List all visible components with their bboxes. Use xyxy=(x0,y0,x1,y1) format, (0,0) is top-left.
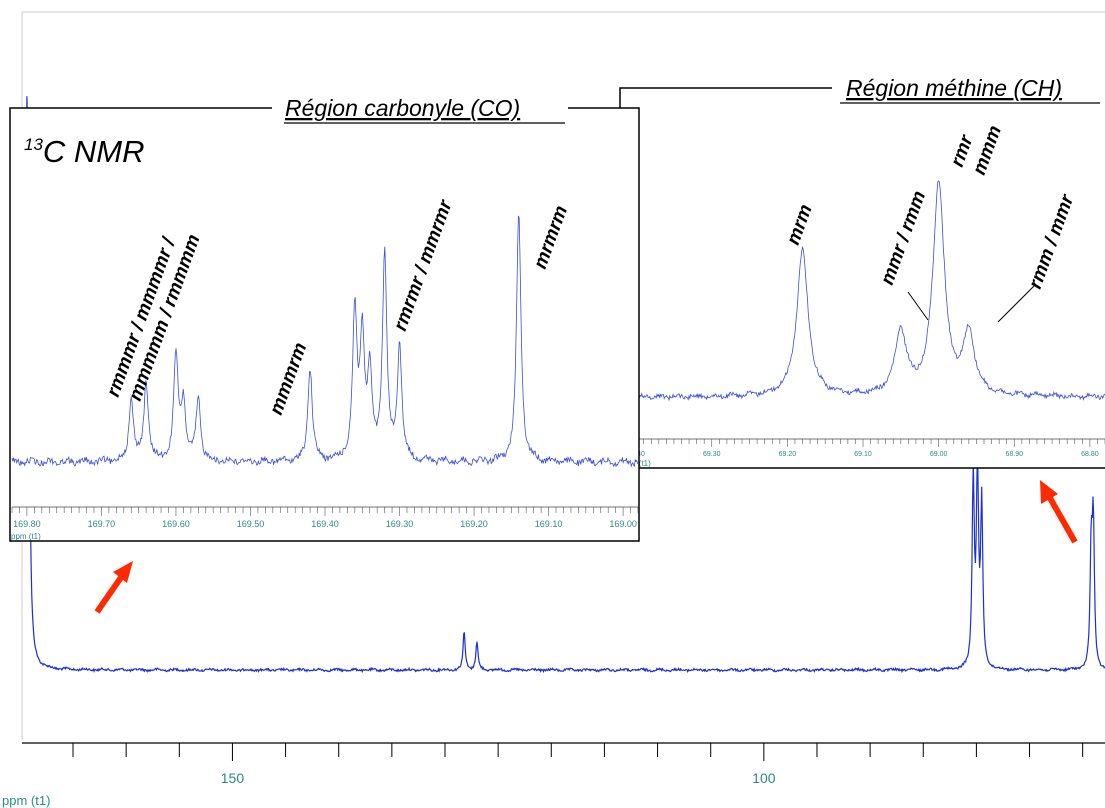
carbonyl-title-bg xyxy=(272,90,568,126)
main-axis-label: ppm (t1) xyxy=(2,793,50,808)
carbonyl-title: Région carbonyle (CO) xyxy=(285,95,520,121)
leader-rmm-mmr xyxy=(997,285,1035,323)
arrow-to-methine xyxy=(1040,480,1078,544)
carbonyl-axis-label: ppm (t1) xyxy=(11,532,41,541)
carbonyl-inset: Région carbonyle (CO) 13C NMR 169.80 169.… xyxy=(9,90,640,542)
methine-spectrum xyxy=(620,180,1105,402)
main-x-axis: 150 100 xyxy=(22,742,1105,786)
carbonyl-inset-tick-label: 169.40 xyxy=(311,519,339,529)
main-spectrum-trace xyxy=(21,96,1105,674)
carbonyl-inset-tick-label: 169.60 xyxy=(162,519,190,529)
carbonyl-inset-tick-label: 169.20 xyxy=(460,519,488,529)
methine-inset-tick-label: 69.30 xyxy=(703,451,721,458)
carbonyl-inset-box xyxy=(9,107,640,542)
carbonyl-spectrum xyxy=(11,215,638,468)
carbonyl-inset-tick-label: 169.10 xyxy=(535,519,563,529)
methine-inset-tick-label: 69.00 xyxy=(930,451,948,458)
carbonyl-inset-tick-label: 169.80 xyxy=(13,519,41,529)
leader-mmr-rmm xyxy=(907,291,929,321)
main-tick-label: 150 xyxy=(221,770,245,786)
arrow-to-carbonyl xyxy=(94,561,133,614)
main-tick-label: 100 xyxy=(752,770,776,786)
methine-inset-tick-label: 69.10 xyxy=(854,451,872,458)
main-spectrum xyxy=(21,96,1105,674)
methine-inset-tick-label: 69.20 xyxy=(779,451,797,458)
carbonyl-inset-trace xyxy=(11,215,638,468)
methine-title: Région méthine (CH) xyxy=(846,75,1062,101)
nucleus-label: 13C NMR xyxy=(24,134,145,169)
carbonyl-inset-tick-label: 169.70 xyxy=(88,519,116,529)
methine-title-bg xyxy=(832,70,1105,106)
carbonyl-x-axis: 169.80 169.70 169.60 169.50 169.40 169.30 169.… xyxy=(11,506,639,529)
carbonyl-inset-tick-label: 169.50 xyxy=(237,519,265,529)
carbonyl-inset-tick-label: 169.00 xyxy=(609,519,637,529)
methine-inset-box xyxy=(619,87,1105,469)
methine-inset-trace xyxy=(620,180,1105,402)
methine-inset: Région méthine (CH) 69.4069.3069.2069.10… xyxy=(619,70,1105,469)
carbonyl-inset-tick-label: 169.30 xyxy=(386,519,414,529)
methine-inset-tick-label: 68.80 xyxy=(1081,451,1099,458)
methine-inset-tick-label: 68.90 xyxy=(1005,451,1023,458)
